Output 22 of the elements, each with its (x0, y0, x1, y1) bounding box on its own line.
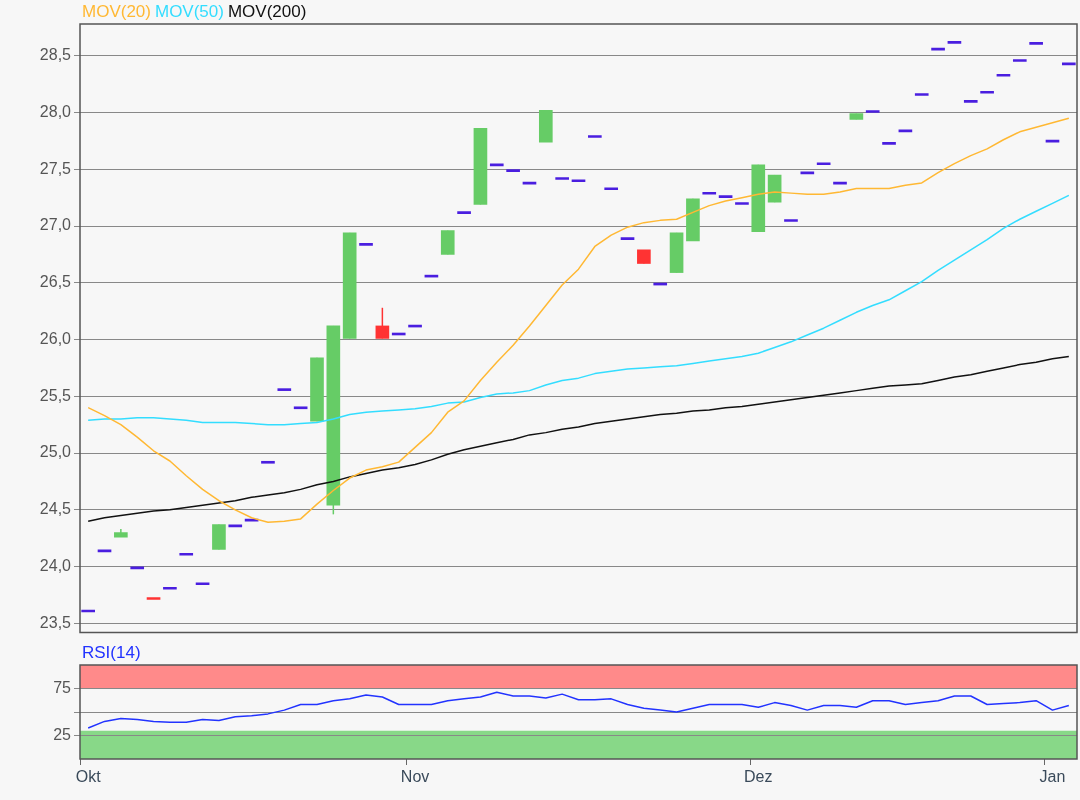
y-tick-label: 26,5 (39, 273, 72, 291)
x-tick-label: Nov (400, 768, 430, 786)
x-tick-label: Jan (1039, 768, 1066, 786)
y-tick-label: 75 (53, 678, 72, 696)
y-tick-label: 26,0 (39, 329, 72, 347)
y-tick-label: 27,5 (39, 159, 72, 177)
text: MOV(50) (154, 2, 224, 21)
text: MOV(200) (227, 2, 307, 21)
candlestick (375, 307, 390, 340)
text: RSI(14) (82, 643, 141, 662)
x-tick-label: Dez (744, 768, 773, 786)
y-tick-label: 27,0 (39, 216, 72, 234)
y-tick-label: 28,5 (39, 46, 72, 64)
y-tick-label: 23,5 (39, 613, 72, 631)
text: MOV(20) (82, 2, 151, 21)
y-tick-label: 25 (53, 725, 72, 743)
y-tick-label: 25,0 (39, 443, 72, 461)
y-tick-label: 24,0 (39, 556, 72, 574)
y-tick-label: 28,0 (39, 102, 72, 120)
x-tick-label: Okt (75, 768, 102, 786)
y-tick-label: 25,5 (39, 386, 72, 404)
y-tick-label: 24,5 (39, 500, 72, 518)
